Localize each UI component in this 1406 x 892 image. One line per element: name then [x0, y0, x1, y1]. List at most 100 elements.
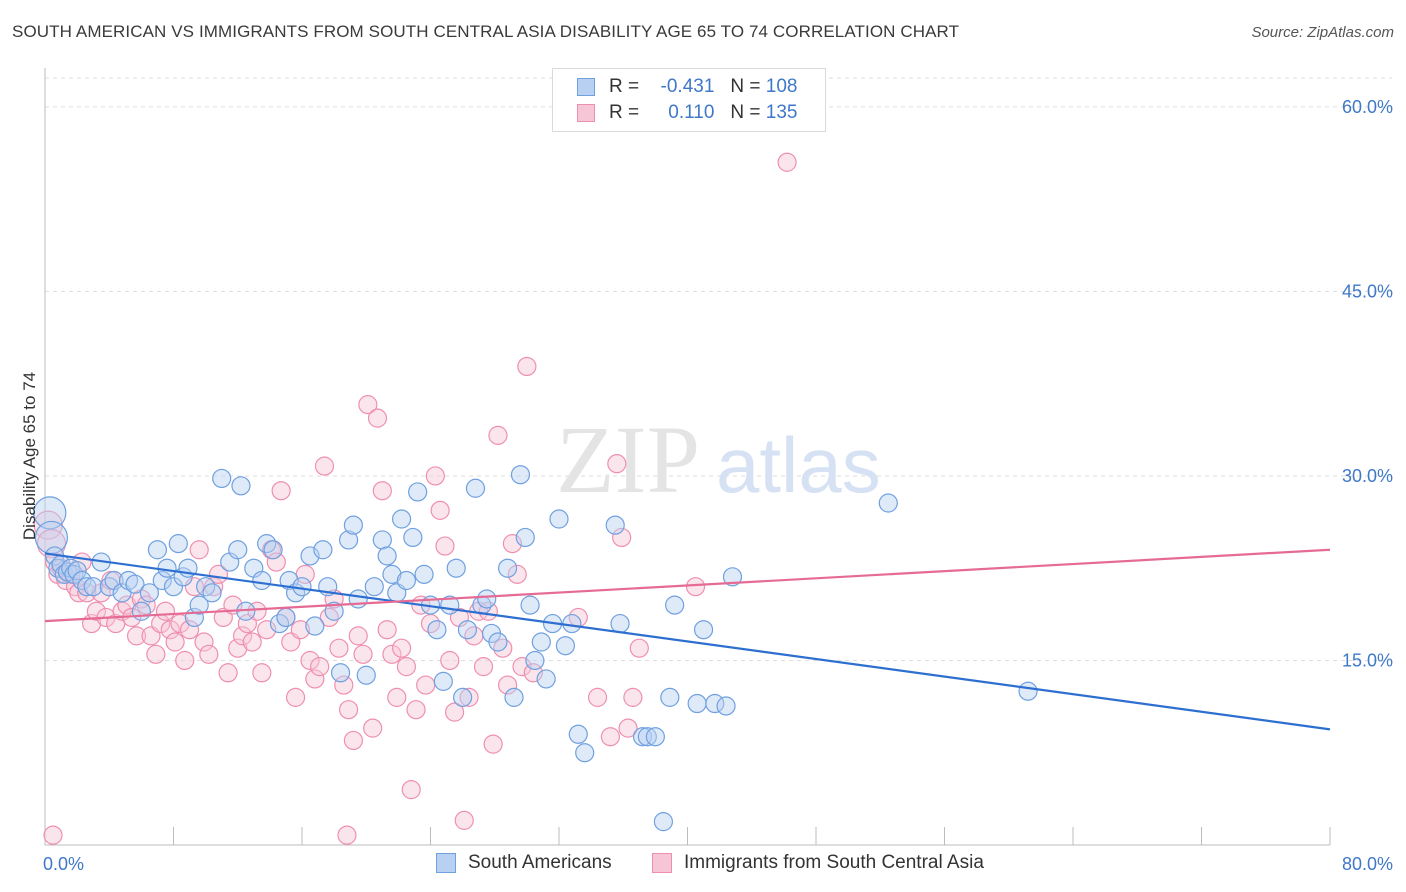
legend-row-immigrants: R = 0.110 N = 135 [577, 100, 797, 126]
point-south-americans [33, 496, 67, 530]
series-south-americans-points [33, 465, 1038, 832]
point-south-americans [525, 650, 545, 671]
point-immigrants [454, 810, 474, 830]
point-south-americans [231, 476, 251, 496]
legend-n-label: N = [730, 102, 761, 123]
point-south-americans [637, 727, 657, 747]
point-south-americans [330, 663, 351, 683]
bottom-legend-south-americans: South Americans [436, 852, 612, 874]
point-south-americans [531, 632, 551, 652]
point-immigrants [271, 481, 291, 501]
point-immigrants [358, 395, 378, 415]
watermark-atlas: atlas [716, 421, 881, 509]
point-south-americans [446, 558, 466, 578]
point-immigrants [629, 638, 649, 658]
point-immigrants [623, 687, 643, 707]
point-south-americans [693, 620, 714, 640]
point-immigrants [266, 552, 286, 572]
point-immigrants [117, 595, 137, 615]
series-immigrants-points [33, 152, 797, 845]
point-south-americans [263, 540, 283, 560]
point-south-americans [414, 564, 434, 584]
y-tick-label: 15.0% [1342, 650, 1393, 670]
point-south-americans [453, 687, 473, 707]
bottom-legend-swatch-pink [652, 853, 672, 873]
point-immigrants [777, 152, 797, 172]
x-tick-label: 80.0% [1342, 854, 1393, 874]
point-south-americans [168, 534, 188, 554]
point-immigrants [160, 620, 180, 640]
point-immigrants [498, 675, 518, 695]
legend: R = -0.431 N = 108 R = 0.110 N = 135 [552, 68, 826, 132]
point-south-americans [610, 613, 630, 634]
bottom-legend-label: Immigrants from South Central Asia [684, 852, 984, 873]
point-south-americans [562, 613, 582, 634]
legend-r-value: 0.110 [668, 102, 715, 123]
source-label: Source: ZipAtlas.com [1251, 24, 1394, 41]
point-immigrants [382, 644, 402, 664]
point-immigrants [387, 687, 407, 707]
point-south-americans [152, 570, 172, 591]
point-south-americans [716, 696, 736, 716]
point-immigrants [86, 601, 107, 621]
point-south-americans [77, 577, 97, 597]
point-south-americans [276, 607, 296, 628]
point-immigrants [252, 663, 272, 683]
point-immigrants [155, 601, 176, 621]
point-immigrants [607, 454, 627, 474]
y-axis-label: Disability Age 65 to 74 [20, 372, 39, 540]
point-immigrants [329, 638, 349, 658]
legend-r-value: -0.431 [660, 76, 715, 97]
point-immigrants [363, 718, 383, 738]
legend-n-label: N = [730, 76, 761, 97]
point-immigrants [179, 620, 200, 640]
tick-labels: 15.0% 30.0% 45.0% 60.0% 0.0% 80.0% [43, 97, 1393, 874]
point-south-americans [356, 665, 376, 685]
point-south-americans [555, 636, 576, 656]
point-immigrants [300, 650, 320, 671]
legend-r-label: R = [609, 102, 640, 123]
point-south-americans [305, 616, 325, 636]
legend-swatch-blue [577, 78, 595, 96]
point-south-americans [536, 669, 556, 689]
point-immigrants [416, 675, 436, 695]
legend-swatch-pink [577, 104, 595, 122]
point-south-americans [433, 671, 453, 691]
trend-line-south-americans [44, 552, 1331, 731]
bottom-legend: South Americans Immigrants from South Ce… [0, 852, 1406, 878]
point-immigrants [685, 577, 706, 597]
point-immigrants [517, 356, 537, 377]
point-south-americans [163, 577, 184, 597]
point-south-americans [348, 589, 368, 609]
point-immigrants [165, 632, 185, 652]
point-south-americans [549, 509, 569, 529]
point-south-americans [878, 493, 898, 513]
point-south-americans [687, 693, 707, 714]
point-south-americans [147, 540, 168, 560]
point-immigrants [507, 564, 527, 584]
point-immigrants [406, 700, 426, 720]
point-immigrants [194, 632, 214, 652]
point-south-americans [118, 570, 139, 591]
point-south-americans [212, 468, 232, 489]
point-immigrants [290, 620, 310, 640]
point-immigrants [199, 644, 219, 664]
point-south-americans [189, 595, 209, 615]
point-immigrants [348, 626, 368, 646]
point-immigrants [612, 527, 632, 548]
point-immigrants [337, 825, 357, 845]
point-south-americans [67, 561, 87, 581]
point-immigrants [391, 638, 412, 658]
point-immigrants [473, 657, 494, 677]
point-immigrants [425, 466, 445, 486]
point-south-americans [252, 570, 272, 591]
legend-row-south-americans: R = -0.431 N = 108 [577, 74, 797, 100]
point-immigrants [189, 540, 209, 560]
point-immigrants [242, 632, 262, 652]
point-south-americans [605, 515, 625, 535]
point-south-americans [653, 812, 674, 832]
point-immigrants [587, 687, 608, 707]
point-south-americans [1018, 681, 1038, 701]
point-immigrants [435, 536, 455, 556]
